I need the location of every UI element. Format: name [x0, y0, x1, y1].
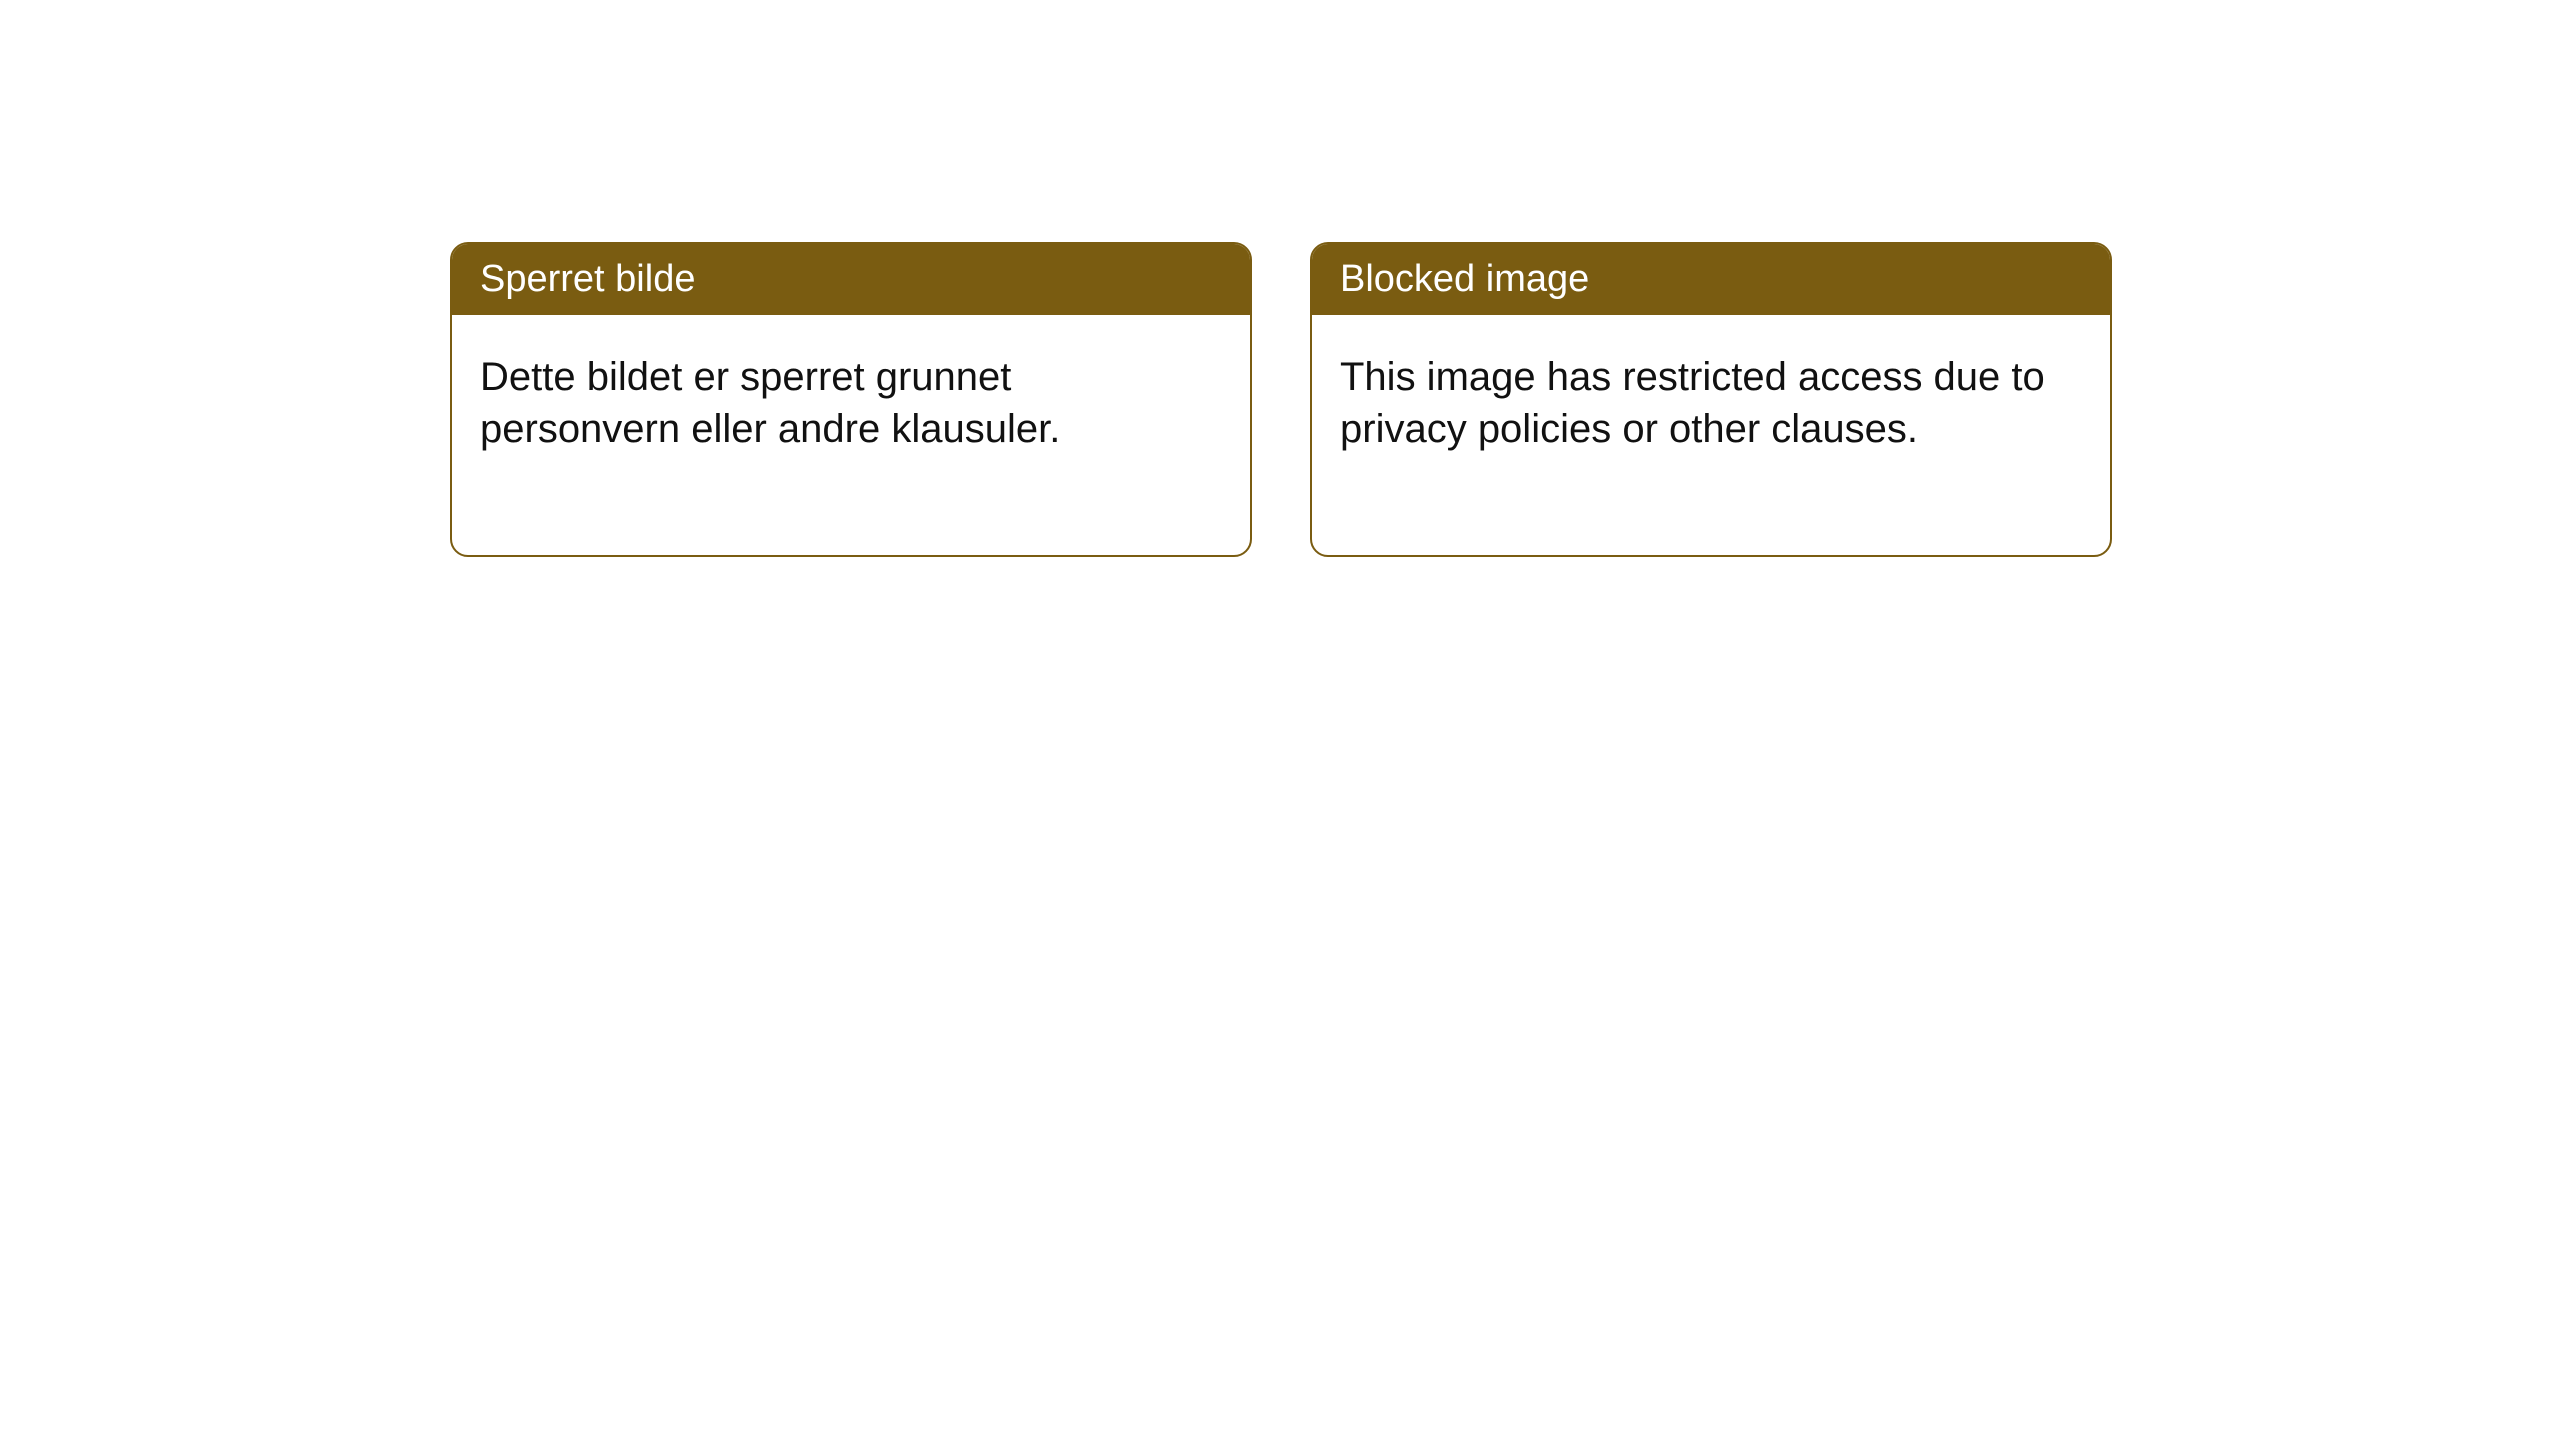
notice-card-title: Blocked image — [1340, 258, 1589, 300]
notice-card-no: Sperret bilde Dette bildet er sperret gr… — [450, 242, 1252, 557]
notice-card-title: Sperret bilde — [480, 258, 695, 300]
notice-card-body: Dette bildet er sperret grunnet personve… — [452, 315, 1250, 555]
notice-card-header: Sperret bilde — [452, 244, 1250, 315]
notice-card-en: Blocked image This image has restricted … — [1310, 242, 2112, 557]
notice-card-header: Blocked image — [1312, 244, 2110, 315]
notice-card-body: This image has restricted access due to … — [1312, 315, 2110, 555]
notice-card-text: Dette bildet er sperret grunnet personve… — [480, 355, 1060, 451]
notice-card-text: This image has restricted access due to … — [1340, 355, 2045, 451]
notice-cards-container: Sperret bilde Dette bildet er sperret gr… — [450, 242, 2112, 557]
